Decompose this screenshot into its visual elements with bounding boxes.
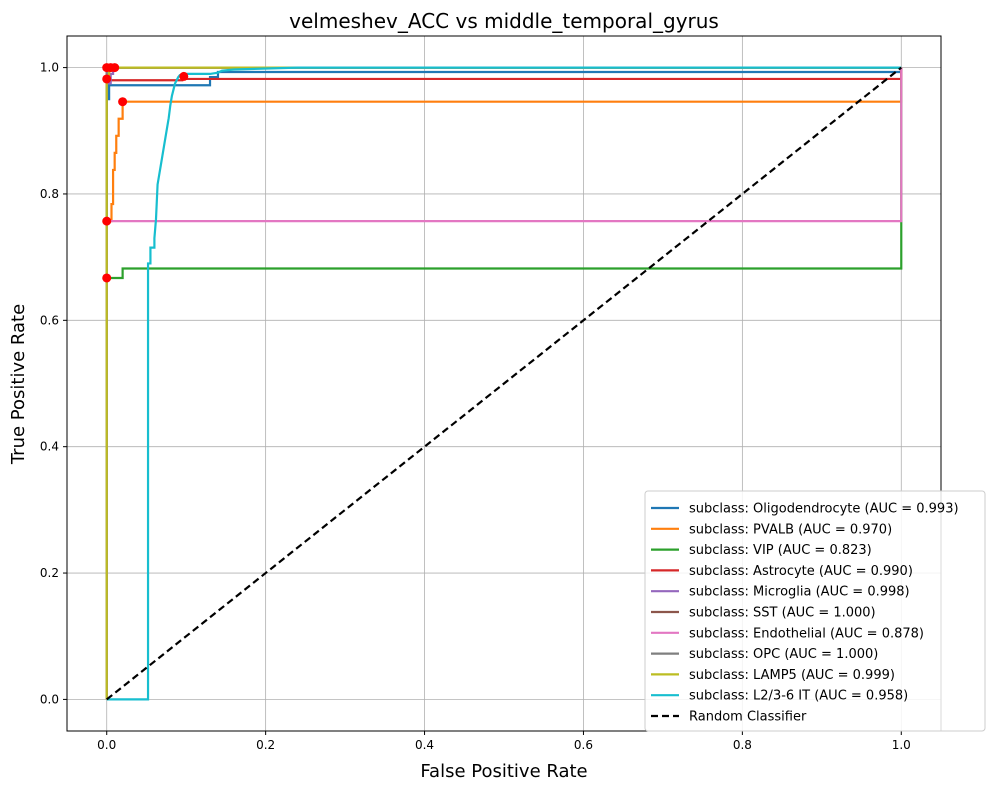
legend-label: subclass: OPC (AUC = 1.000) bbox=[689, 647, 878, 662]
threshold-marker bbox=[110, 63, 120, 73]
y-axis-label: True Positive Rate bbox=[8, 304, 29, 465]
legend-label: subclass: VIP (AUC = 0.823) bbox=[689, 543, 872, 558]
threshold-marker bbox=[179, 71, 189, 81]
threshold-marker bbox=[102, 74, 112, 84]
x-tick-label: 0.8 bbox=[733, 738, 752, 752]
x-axis-label: False Positive Rate bbox=[420, 761, 587, 782]
legend-label: subclass: LAMP5 (AUC = 0.999) bbox=[689, 668, 895, 683]
y-tick-label: 0.6 bbox=[40, 313, 59, 327]
threshold-marker bbox=[102, 216, 112, 226]
ticks: 0.0 0.2 0.4 0.6 0.8 1.0 0.0 0.2 0.4 0.6 0.8 1.0 bbox=[40, 61, 911, 752]
legend-label: Random Classifier bbox=[689, 710, 807, 725]
series-line-9 bbox=[106, 66, 902, 701]
y-tick-label: 1.0 bbox=[40, 61, 59, 75]
threshold-marker bbox=[102, 273, 112, 283]
y-tick-label: 0.4 bbox=[40, 440, 59, 454]
x-tick-label: 0.0 bbox=[97, 738, 116, 752]
y-tick-label: 0.0 bbox=[40, 692, 59, 706]
x-tick-label: 0.2 bbox=[256, 738, 275, 752]
chart-title: velmeshev_ACC vs middle_temporal_gyrus bbox=[289, 9, 719, 33]
legend-label: subclass: Astrocyte (AUC = 0.990) bbox=[689, 564, 913, 579]
series-line-1 bbox=[105, 67, 903, 700]
series-line-0 bbox=[105, 67, 903, 700]
x-tick-label: 1.0 bbox=[892, 738, 911, 752]
plot-frame bbox=[66, 35, 942, 732]
legend-label: subclass: PVALB (AUC = 0.970) bbox=[689, 522, 892, 537]
x-tick-label: 0.4 bbox=[415, 738, 434, 752]
legend: subclass: Oligodendrocyte (AUC = 0.993) s… bbox=[644, 490, 986, 732]
y-tick-label: 0.2 bbox=[40, 566, 59, 580]
legend-label: subclass: Microglia (AUC = 0.998) bbox=[689, 585, 910, 600]
threshold-marker bbox=[118, 97, 128, 107]
y-tick-label: 0.8 bbox=[40, 187, 59, 201]
marker-layer bbox=[102, 63, 189, 283]
legend-label: subclass: Oligodendrocyte (AUC = 0.993) bbox=[689, 502, 959, 517]
legend-label: subclass: L2/3-6 IT (AUC = 0.958) bbox=[689, 689, 908, 704]
series-line-10 bbox=[106, 66, 902, 701]
legend-label: subclass: Endothelial (AUC = 0.878) bbox=[689, 626, 924, 641]
legend-box bbox=[644, 490, 986, 732]
x-tick-label: 0.6 bbox=[574, 738, 593, 752]
legend-label: subclass: SST (AUC = 1.000) bbox=[689, 606, 876, 621]
